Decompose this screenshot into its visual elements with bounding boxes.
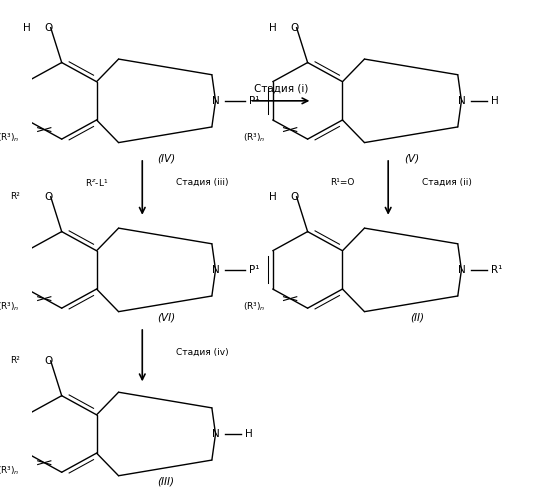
Text: O: O bbox=[45, 22, 53, 32]
Text: (II): (II) bbox=[410, 312, 424, 322]
Text: (VI): (VI) bbox=[157, 312, 175, 322]
Text: Стадия (i): Стадия (i) bbox=[254, 84, 308, 94]
Text: O: O bbox=[45, 192, 53, 202]
Text: H: H bbox=[23, 22, 31, 32]
Text: N: N bbox=[457, 265, 465, 275]
Text: R²: R² bbox=[9, 356, 19, 366]
Text: N: N bbox=[212, 96, 219, 106]
Text: H: H bbox=[268, 22, 276, 32]
Text: (III): (III) bbox=[157, 476, 174, 486]
Text: R²: R² bbox=[9, 192, 19, 202]
Text: O: O bbox=[45, 356, 53, 366]
Text: R¹: R¹ bbox=[491, 265, 502, 275]
Text: R¹=O: R¹=O bbox=[330, 178, 354, 188]
Text: N: N bbox=[212, 429, 219, 439]
Text: N: N bbox=[457, 96, 465, 106]
Text: (V): (V) bbox=[404, 153, 419, 163]
Text: (R³)$_n$: (R³)$_n$ bbox=[243, 300, 266, 312]
Text: N: N bbox=[212, 265, 219, 275]
Text: (R³)$_n$: (R³)$_n$ bbox=[0, 464, 20, 477]
Text: (IV): (IV) bbox=[157, 153, 175, 163]
Text: R$^z$-L¹: R$^z$-L¹ bbox=[85, 178, 108, 188]
Text: Стадия (iii): Стадия (iii) bbox=[176, 178, 229, 188]
Text: H: H bbox=[491, 96, 499, 106]
Text: (R³)$_n$: (R³)$_n$ bbox=[243, 131, 266, 143]
Text: P¹: P¹ bbox=[249, 265, 259, 275]
Text: H: H bbox=[268, 192, 276, 202]
Text: Стадия (iv): Стадия (iv) bbox=[176, 348, 229, 356]
Text: (R³)$_n$: (R³)$_n$ bbox=[0, 131, 20, 143]
Text: (R³)$_n$: (R³)$_n$ bbox=[0, 300, 20, 312]
Text: P¹: P¹ bbox=[249, 96, 259, 106]
Text: O: O bbox=[291, 192, 299, 202]
Text: H: H bbox=[245, 429, 252, 439]
Text: O: O bbox=[291, 22, 299, 32]
Text: Стадия (ii): Стадия (ii) bbox=[422, 178, 472, 188]
